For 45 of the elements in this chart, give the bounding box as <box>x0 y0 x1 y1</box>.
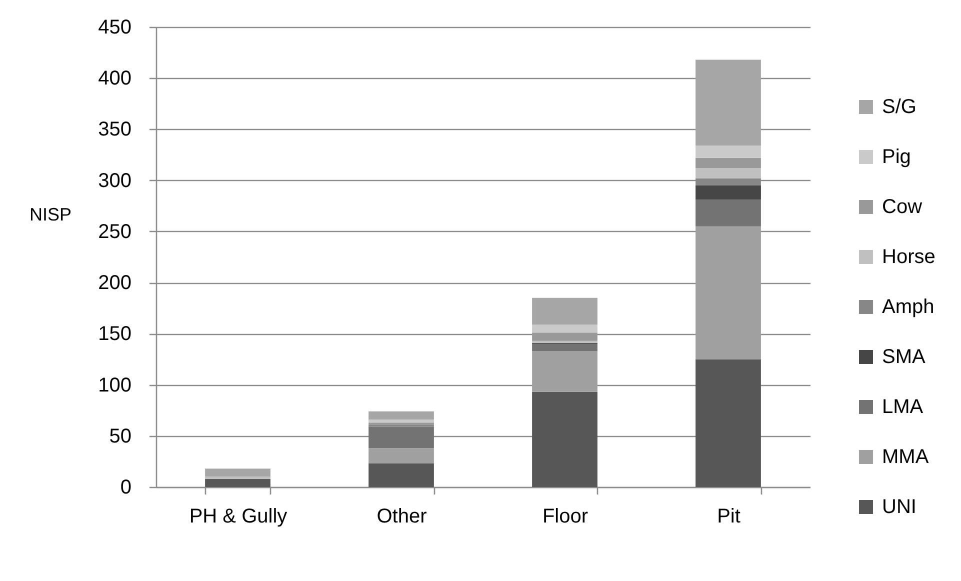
bar <box>532 392 598 487</box>
bar <box>368 426 434 448</box>
bar <box>532 298 598 324</box>
legend-label: Amph <box>882 296 934 318</box>
legend-label: SMA <box>882 346 926 368</box>
legend-label: LMA <box>882 396 924 418</box>
bar <box>205 478 270 487</box>
bar <box>368 420 434 423</box>
y-tick-label: 100 <box>98 374 132 396</box>
bar <box>696 168 761 178</box>
bar <box>205 468 270 477</box>
bar <box>696 158 761 168</box>
bar <box>368 448 434 464</box>
y-tick-label: 250 <box>98 220 132 243</box>
bar <box>532 351 598 392</box>
legend-label: Cow <box>882 196 923 218</box>
bar <box>532 324 598 333</box>
y-tick-label: 400 <box>98 68 132 90</box>
legend-label: Horse <box>882 246 936 268</box>
bar <box>696 226 761 360</box>
x-tick-label: Floor <box>542 506 588 528</box>
x-tick-label: Other <box>376 506 428 528</box>
legend-label: MMA <box>882 446 930 468</box>
x-tick-label: Pit <box>717 506 741 528</box>
legend-label: Pig <box>882 146 911 168</box>
bar <box>532 332 598 341</box>
y-axis-title: NISP <box>29 204 72 224</box>
y-tick-label: 150 <box>98 323 132 346</box>
bar <box>696 146 761 158</box>
y-tick-label: 200 <box>98 272 132 294</box>
y-tick-label: 350 <box>98 118 132 141</box>
bar <box>368 463 434 487</box>
legend-label: S/G <box>882 96 916 118</box>
y-tick-label: 0 <box>120 476 132 498</box>
bar <box>696 359 761 487</box>
bar <box>532 344 598 352</box>
x-tick-label: PH & Gully <box>189 506 288 528</box>
bar <box>368 411 434 420</box>
y-tick-label: 50 <box>109 425 132 448</box>
y-tick-label: 450 <box>98 16 132 38</box>
bar <box>696 60 761 146</box>
bar <box>696 200 761 226</box>
y-tick-label: 300 <box>98 170 132 192</box>
legend-label: UNI <box>882 496 916 518</box>
bar <box>696 185 761 200</box>
